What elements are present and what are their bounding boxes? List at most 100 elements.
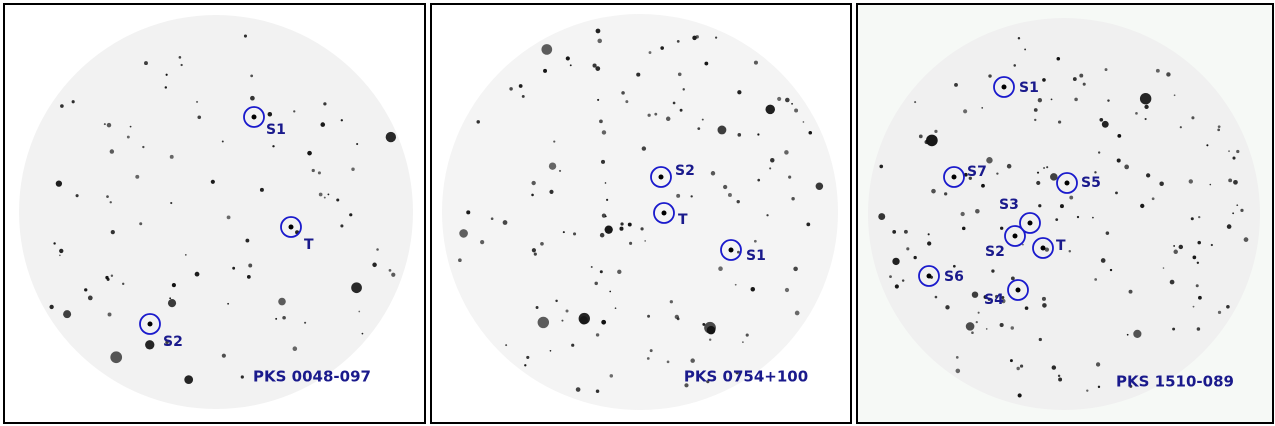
star xyxy=(60,104,64,108)
star xyxy=(927,233,930,236)
star xyxy=(569,64,572,67)
star xyxy=(533,252,537,256)
star xyxy=(963,109,968,114)
star xyxy=(1192,255,1197,260)
star xyxy=(139,222,143,226)
star xyxy=(169,154,174,159)
star xyxy=(690,358,695,363)
target-star xyxy=(926,273,932,279)
star xyxy=(702,322,706,326)
marker-label: S5 xyxy=(1081,175,1101,191)
star xyxy=(742,341,744,343)
star xyxy=(595,333,600,337)
star xyxy=(684,383,689,388)
target-star xyxy=(1064,180,1070,186)
star xyxy=(1095,362,1101,367)
star xyxy=(647,314,651,318)
star xyxy=(660,46,664,50)
sky-field xyxy=(19,15,413,409)
star xyxy=(1226,224,1232,229)
marker-label: S7 xyxy=(967,164,987,180)
star xyxy=(105,275,109,280)
stars xyxy=(49,28,1249,398)
star xyxy=(595,66,601,71)
marker-label: S4 xyxy=(984,292,1004,308)
star xyxy=(1046,166,1049,169)
star xyxy=(565,309,569,313)
star xyxy=(1155,68,1160,73)
marker-circle xyxy=(1019,212,1041,234)
marker-circle xyxy=(1056,172,1078,194)
star xyxy=(808,130,813,135)
star xyxy=(769,167,772,170)
star xyxy=(750,287,756,292)
star xyxy=(75,194,79,198)
star xyxy=(676,39,680,43)
star xyxy=(293,110,296,113)
star xyxy=(304,321,307,324)
star xyxy=(555,299,558,303)
star xyxy=(194,271,200,277)
star xyxy=(806,222,811,227)
star xyxy=(715,36,718,39)
star xyxy=(665,116,671,122)
star xyxy=(981,183,985,188)
star xyxy=(1198,215,1201,219)
star xyxy=(1195,284,1199,288)
star xyxy=(599,232,605,238)
star xyxy=(1144,104,1149,110)
star xyxy=(518,84,523,88)
star xyxy=(1094,278,1098,281)
star xyxy=(708,338,712,341)
star xyxy=(1166,72,1171,77)
star xyxy=(1107,99,1110,102)
star xyxy=(1196,261,1200,264)
star xyxy=(1042,303,1047,308)
star xyxy=(1217,310,1222,315)
star xyxy=(327,193,330,196)
star xyxy=(351,167,355,171)
star xyxy=(669,300,673,304)
star xyxy=(600,159,606,164)
sky-field xyxy=(442,14,838,410)
star xyxy=(1188,179,1194,184)
star xyxy=(971,331,974,335)
star xyxy=(548,162,557,170)
star xyxy=(573,232,577,236)
star xyxy=(784,287,790,293)
star xyxy=(793,266,798,272)
star xyxy=(106,122,112,128)
star xyxy=(757,133,760,136)
markers: PKS 0048-097 S1 T S2 PKS 0754+100 S2 T S1 PKS 15… xyxy=(139,76,1234,391)
star xyxy=(376,248,379,251)
star xyxy=(604,225,613,234)
star xyxy=(543,68,548,73)
star xyxy=(757,178,761,182)
star xyxy=(459,229,468,238)
star xyxy=(1037,98,1043,103)
marker-circle xyxy=(993,76,1015,98)
star xyxy=(142,145,145,149)
star xyxy=(601,130,607,135)
star xyxy=(110,230,115,235)
star xyxy=(317,171,321,175)
star xyxy=(340,224,344,228)
star xyxy=(914,101,917,104)
star xyxy=(178,56,182,59)
star xyxy=(766,214,769,217)
star xyxy=(466,210,471,215)
star xyxy=(625,100,629,104)
star xyxy=(597,98,600,101)
star xyxy=(892,257,900,266)
star xyxy=(745,333,749,337)
star xyxy=(1010,276,1015,281)
star xyxy=(1050,98,1053,101)
star xyxy=(753,60,758,65)
star xyxy=(340,119,343,122)
star xyxy=(259,187,264,192)
star xyxy=(1058,377,1063,382)
star xyxy=(1151,197,1155,201)
star xyxy=(1057,120,1062,124)
star xyxy=(736,199,740,204)
star xyxy=(311,168,315,173)
